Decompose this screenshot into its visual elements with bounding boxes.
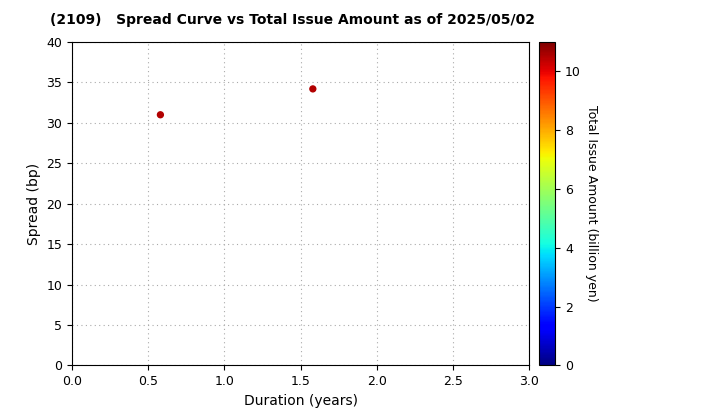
Y-axis label: Spread (bp): Spread (bp) bbox=[27, 163, 41, 245]
Point bbox=[155, 111, 166, 118]
X-axis label: Duration (years): Duration (years) bbox=[243, 394, 358, 408]
Point bbox=[307, 86, 318, 92]
Y-axis label: Total Issue Amount (billion yen): Total Issue Amount (billion yen) bbox=[585, 105, 598, 302]
Text: (2109)   Spread Curve vs Total Issue Amount as of 2025/05/02: (2109) Spread Curve vs Total Issue Amoun… bbox=[50, 13, 536, 26]
